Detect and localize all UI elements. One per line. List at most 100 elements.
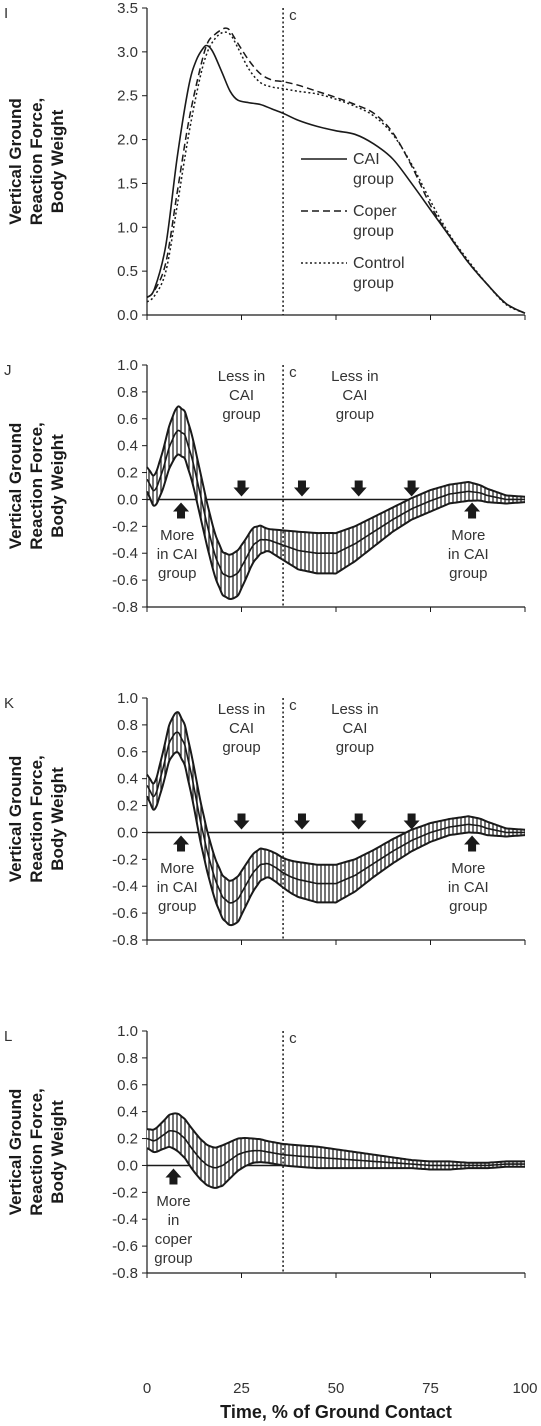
- y-tick-label-k: -0.8: [112, 932, 138, 949]
- series-line-solid: [146, 44, 526, 314]
- arrow-down-icon: [233, 813, 250, 830]
- y-tick-label-l: 0.6: [117, 1077, 138, 1094]
- legend-label-dotted: Control group: [353, 255, 405, 292]
- arrow-down-icon: [293, 480, 310, 497]
- annotation-text: Less in CAI group: [218, 701, 266, 756]
- y-tick-label-i: 3.0: [117, 44, 138, 61]
- y-tick-label-j: 0.8: [117, 384, 138, 401]
- y-tick-label-i: 1.0: [117, 219, 138, 236]
- y-tick-label-j: 0.2: [117, 465, 138, 482]
- panel-label-j: J: [4, 362, 12, 379]
- panel-j: J Vertical Ground Reaction Force, Body Weig…: [4, 357, 526, 616]
- y-tick-label-i: 2.0: [117, 132, 138, 149]
- annotation-text: More in coper group: [154, 1193, 192, 1267]
- lower-bound-line-j: [146, 453, 526, 601]
- series-line-dotted: [146, 31, 526, 314]
- y-axis-title-k: Vertical Ground Reaction Force, Body Weigh…: [6, 755, 67, 883]
- legend-label-solid: CAI group: [353, 151, 394, 188]
- arrow-down-icon: [403, 480, 420, 497]
- x-tick-label: 100: [512, 1380, 537, 1397]
- confidence-band-l: [147, 1113, 525, 1188]
- x-tick-label: 50: [328, 1380, 345, 1397]
- y-tick-label-j: -0.6: [112, 572, 138, 589]
- y-tick-label-l: 0.2: [117, 1131, 138, 1148]
- confidence-band-j: [147, 406, 525, 599]
- y-tick-label-j: -0.8: [112, 599, 138, 616]
- y-tick-label-i: 3.5: [117, 0, 138, 17]
- y-tick-label-l: -0.8: [112, 1265, 138, 1282]
- arrow-up-icon: [173, 502, 190, 519]
- panel-l: L Vertical Ground Reaction Force, Body Weig…: [4, 1023, 538, 1397]
- annotation-text: Less in CAI group: [331, 701, 379, 756]
- annotation-text: Less in CAI group: [218, 368, 266, 423]
- y-tick-label-j: 0.0: [117, 491, 138, 508]
- y-axis-title-j: Vertical Ground Reaction Force, Body Weigh…: [6, 422, 67, 550]
- annotation-text: More in CAI group: [448, 860, 489, 915]
- y-tick-label-j: -0.2: [112, 518, 138, 535]
- arrow-up-icon: [165, 1168, 182, 1185]
- series-line-dashed: [146, 27, 526, 314]
- arrow-down-icon: [233, 480, 250, 497]
- y-tick-label-k: 0.2: [117, 798, 138, 815]
- panel-i: I Vertical Ground Reaction Force, Body Weig…: [4, 0, 526, 324]
- y-tick-label-k: -0.4: [112, 878, 138, 895]
- legend-label-dashed: Coper group: [353, 203, 397, 240]
- y-tick-label-k: -0.6: [112, 905, 138, 922]
- y-tick-label-k: 0.8: [117, 717, 138, 734]
- arrow-down-icon: [350, 813, 367, 830]
- arrow-up-icon: [173, 835, 190, 852]
- mean-line-k: [146, 731, 525, 904]
- mean-line-j: [146, 429, 525, 578]
- y-tick-label-i: 0.5: [117, 263, 138, 280]
- upper-bound-line-k: [146, 711, 526, 882]
- y-tick-label-k: 0.6: [117, 744, 138, 761]
- x-tick-label: 0: [143, 1380, 151, 1397]
- annotation-text: More in CAI group: [157, 860, 198, 915]
- x-tick-label: 25: [233, 1380, 250, 1397]
- y-tick-label-i: 1.5: [117, 175, 138, 192]
- reference-label-k: c: [289, 697, 297, 714]
- panel-label-k: K: [4, 695, 14, 712]
- annotation-text: More in CAI group: [448, 527, 489, 582]
- panel-k: K Vertical Ground Reaction Force, Body Weig…: [4, 690, 526, 949]
- y-tick-label-k: -0.2: [112, 851, 138, 868]
- upper-bound-line-l: [146, 1112, 525, 1164]
- panel-label-l: L: [4, 1028, 12, 1045]
- panel-label-i: I: [4, 5, 8, 22]
- y-tick-label-k: 0.0: [117, 824, 138, 841]
- x-axis-title: Time, % of Ground Contact: [220, 1402, 452, 1422]
- upper-bound-line-j: [146, 405, 526, 556]
- y-tick-label-l: 0.0: [117, 1157, 138, 1174]
- y-tick-label-l: -0.2: [112, 1184, 138, 1201]
- reference-label-l: c: [289, 1030, 297, 1047]
- y-tick-label-k: 0.4: [117, 771, 138, 788]
- y-tick-label-i: 0.0: [117, 307, 138, 324]
- y-tick-label-j: -0.4: [112, 545, 138, 562]
- arrow-up-icon: [464, 835, 481, 852]
- y-tick-label-j: 1.0: [117, 357, 138, 374]
- mean-line-l: [146, 1129, 525, 1169]
- arrow-down-icon: [403, 813, 420, 830]
- y-axis-title-l: Vertical Ground Reaction Force, Body Weigh…: [6, 1088, 67, 1216]
- y-tick-label-l: 1.0: [117, 1023, 138, 1040]
- y-tick-label-j: 0.6: [117, 411, 138, 428]
- y-tick-label-i: 2.5: [117, 88, 138, 105]
- lower-bound-line-l: [146, 1145, 525, 1189]
- y-tick-label-k: 1.0: [117, 690, 138, 707]
- y-tick-label-l: 0.8: [117, 1050, 138, 1067]
- arrow-down-icon: [293, 813, 310, 830]
- y-tick-label-l: -0.4: [112, 1211, 138, 1228]
- y-tick-label-l: 0.4: [117, 1104, 138, 1121]
- reference-label-i: c: [289, 7, 297, 24]
- annotation-text: More in CAI group: [157, 527, 198, 582]
- arrow-down-icon: [350, 480, 367, 497]
- x-tick-label: 75: [422, 1380, 439, 1397]
- lower-bound-line-k: [146, 751, 526, 927]
- arrow-up-icon: [464, 502, 481, 519]
- annotation-text: Less in CAI group: [331, 368, 379, 423]
- y-tick-label-l: -0.6: [112, 1238, 138, 1255]
- y-tick-label-j: 0.4: [117, 438, 138, 455]
- y-axis-title-i: Vertical Ground Reaction Force, Body Weigh…: [6, 98, 67, 226]
- reference-label-j: c: [289, 364, 297, 381]
